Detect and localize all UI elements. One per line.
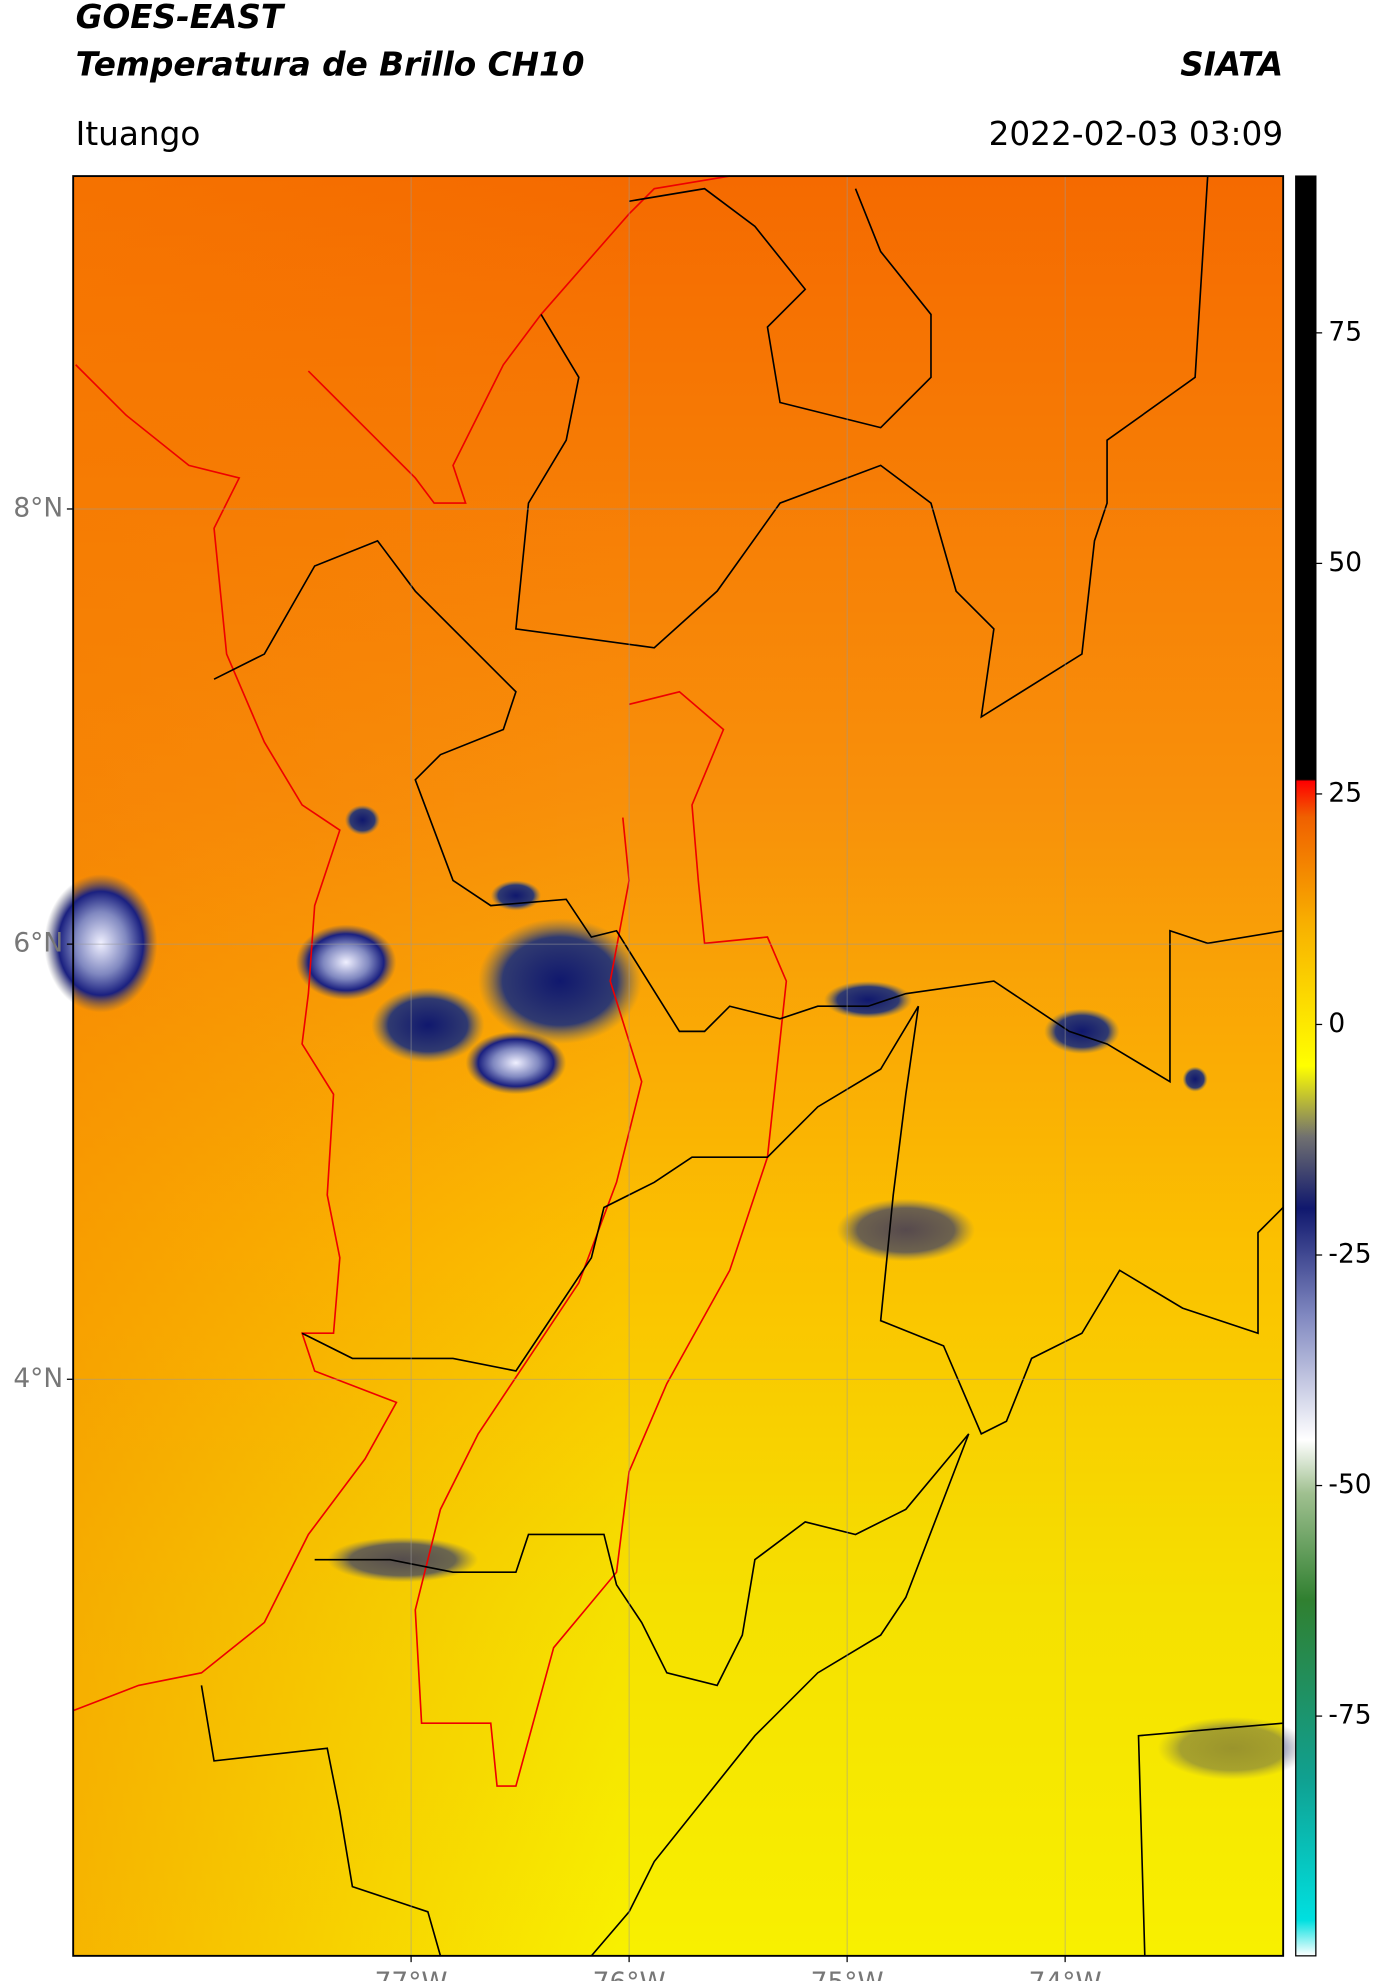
cloud <box>465 1031 567 1095</box>
map-frame <box>72 175 1285 1957</box>
cloud <box>490 880 542 911</box>
subtitle: Temperatura de Brillo CH10 <box>76 46 585 84</box>
border <box>314 1433 970 1957</box>
cloud <box>295 924 397 1000</box>
cloud <box>371 987 485 1063</box>
border <box>1137 1722 1284 1956</box>
cloud <box>836 1198 975 1262</box>
colorbar-tick-label: -50 <box>1328 1469 1371 1500</box>
colorbar <box>1295 175 1317 1957</box>
colorbar-tick-label: 0 <box>1328 1008 1345 1039</box>
colorbar-tick-label: 50 <box>1328 547 1362 578</box>
border <box>200 1685 442 1957</box>
border <box>515 176 1209 719</box>
x-tick-label: 77°W <box>375 1967 448 1981</box>
y-tick-label: 4°N <box>13 1363 63 1394</box>
colorbar-tick-label: -25 <box>1328 1239 1371 1270</box>
coastline <box>72 364 398 1712</box>
map <box>44 175 1309 1957</box>
x-tick-label: 75°W <box>811 1967 884 1981</box>
cloud <box>824 981 913 1019</box>
x-tick-label: 76°W <box>593 1967 666 1981</box>
border <box>301 1005 1284 1435</box>
colorbar-tick-label: -75 <box>1328 1700 1371 1731</box>
source: SIATA <box>1180 46 1283 84</box>
title: GOES-EAST <box>76 0 286 36</box>
cloud <box>1157 1716 1309 1780</box>
y-tick-label: 8°N <box>13 492 63 523</box>
cloud <box>327 1537 479 1583</box>
cloud <box>1182 1066 1208 1092</box>
colorbar-tick-label: 75 <box>1328 316 1362 347</box>
map-shading <box>73 176 1284 1956</box>
location: Ituango <box>76 115 201 153</box>
y-tick-label: 6°N <box>13 928 63 959</box>
cloud <box>478 918 642 1044</box>
border <box>628 187 932 429</box>
cloud <box>1044 1008 1120 1055</box>
coastline <box>307 175 730 504</box>
cloud <box>344 804 381 836</box>
x-tick-label: 74°W <box>1029 1967 1102 1981</box>
colorbar-tick-label: 25 <box>1328 777 1362 808</box>
border <box>213 539 1284 1084</box>
datetime: 2022-02-03 03:09 <box>989 115 1284 153</box>
